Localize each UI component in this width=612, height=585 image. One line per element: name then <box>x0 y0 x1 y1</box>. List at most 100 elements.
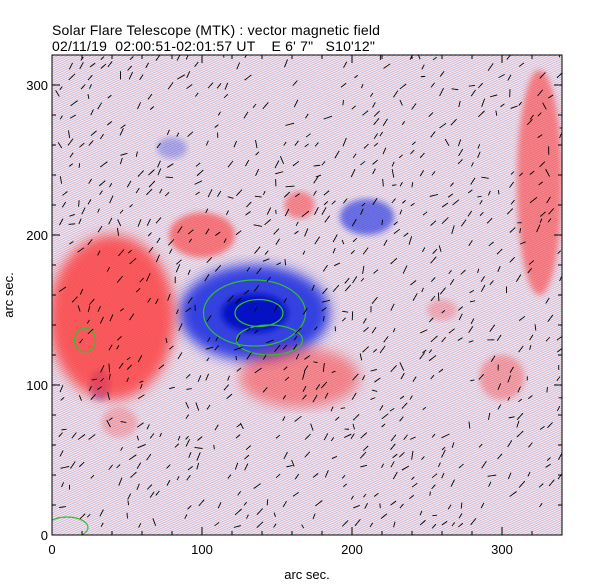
vector-mark-16 <box>59 86 63 91</box>
vector-mark-211 <box>188 452 192 458</box>
vector-mark-637 <box>447 504 452 510</box>
vector-mark-41 <box>81 207 86 215</box>
vector-mark-592 <box>419 170 424 177</box>
vector-mark-541 <box>393 228 401 235</box>
vector-mark-523 <box>382 178 384 187</box>
vector-mark-516 <box>381 423 386 428</box>
vector-mark-647 <box>444 138 450 147</box>
vector-mark-584 <box>421 456 425 461</box>
vector-mark-319 <box>253 224 263 227</box>
vector-mark-174 <box>156 237 161 244</box>
vector-mark-730 <box>510 171 515 175</box>
vector-mark-780 <box>545 336 551 342</box>
vector-mark-563 <box>401 120 406 126</box>
vector-mark-722 <box>507 375 511 383</box>
vector-mark-565 <box>399 83 407 90</box>
vector-mark-610 <box>430 256 437 264</box>
vector-mark-664 <box>468 421 471 429</box>
vector-mark-401 <box>315 384 321 391</box>
vector-mark-731 <box>510 105 518 109</box>
vector-mark-675 <box>471 162 474 167</box>
vector-mark-646 <box>449 182 454 187</box>
vector-mark-781 <box>547 314 554 323</box>
vector-mark-505 <box>372 168 376 175</box>
vector-mark-177 <box>157 168 162 176</box>
vector-mark-540 <box>390 257 398 265</box>
vector-mark-296 <box>244 463 249 471</box>
vector-mark-283 <box>235 434 241 439</box>
vector-mark-515 <box>381 463 385 469</box>
vector-mark-506 <box>372 159 378 165</box>
vector-mark-395 <box>305 113 309 119</box>
vector-mark-679 <box>481 460 487 469</box>
vector-mark-306 <box>245 159 250 167</box>
vector-mark-459 <box>350 433 355 439</box>
vector-mark-599 <box>429 491 431 496</box>
vector-mark-562 <box>398 154 403 159</box>
vector-mark-398 <box>312 473 319 478</box>
vector-mark-771 <box>537 134 543 139</box>
vector-mark-684 <box>477 268 480 274</box>
vector-mark-133 <box>129 56 134 60</box>
vector-mark-204 <box>176 132 180 137</box>
vector-mark-736 <box>516 430 524 438</box>
vector-mark-326 <box>262 387 268 393</box>
vector-mark-105 <box>116 345 120 350</box>
vector-mark-375 <box>295 221 299 227</box>
vector-mark-144 <box>135 287 141 293</box>
vector-mark-171 <box>158 364 165 370</box>
vector-mark-548 <box>399 503 404 509</box>
vector-mark-377 <box>292 161 300 167</box>
vector-mark-496 <box>371 389 378 392</box>
vector-mark-589 <box>421 287 424 293</box>
vector-mark-533 <box>392 453 398 459</box>
y-tick-label-200: 200 <box>26 228 48 243</box>
vector-mark-166 <box>147 93 153 100</box>
vector-mark-778 <box>547 422 553 429</box>
vector-mark-733 <box>507 74 512 81</box>
vector-mark-494 <box>373 492 379 497</box>
vector-mark-420 <box>322 287 328 295</box>
y-tick-label-100: 100 <box>26 378 48 393</box>
vector-mark-28 <box>69 114 76 119</box>
vector-mark-419 <box>321 299 330 303</box>
vector-mark-64 <box>87 94 90 99</box>
vector-mark-132 <box>127 65 133 71</box>
vector-mark-764 <box>539 426 545 430</box>
vector-mark-18 <box>70 461 76 469</box>
vector-mark-580 <box>411 103 417 110</box>
vector-mark-161 <box>146 218 151 226</box>
vector-mark-792 <box>556 405 561 412</box>
vector-mark-699 <box>489 324 496 332</box>
vector-mark-751 <box>528 442 533 448</box>
vector-mark-439 <box>334 150 340 159</box>
vector-mark-555 <box>400 372 405 380</box>
vector-mark-158 <box>146 273 151 282</box>
vector-mark-325 <box>266 499 269 506</box>
vector-mark-60 <box>88 178 93 184</box>
vector-mark-660 <box>458 148 464 157</box>
vector-mark-106 <box>116 336 122 341</box>
vector-mark-583 <box>419 510 423 516</box>
vector-mark-25 <box>69 152 74 158</box>
vector-mark-243 <box>206 357 210 362</box>
vector-mark-635 <box>439 71 445 77</box>
vector-mark-656 <box>458 306 464 311</box>
vector-mark-191 <box>167 163 174 168</box>
vector-mark-209 <box>186 474 191 481</box>
contour-1 <box>234 298 284 328</box>
vector-mark-292 <box>233 140 237 148</box>
vector-mark-762 <box>539 502 543 508</box>
vector-mark-323 <box>255 140 258 149</box>
vector-mark-157 <box>147 297 152 303</box>
vector-mark-156 <box>146 424 150 430</box>
vector-mark-648 <box>450 118 457 126</box>
vector-mark-266 <box>216 82 222 89</box>
vector-mark-334 <box>262 190 266 196</box>
vector-mark-482 <box>363 327 369 333</box>
vector-mark-180 <box>155 55 161 61</box>
vector-mark-601 <box>431 473 438 479</box>
vector-mark-556 <box>399 362 405 371</box>
vector-mark-640 <box>448 328 455 334</box>
